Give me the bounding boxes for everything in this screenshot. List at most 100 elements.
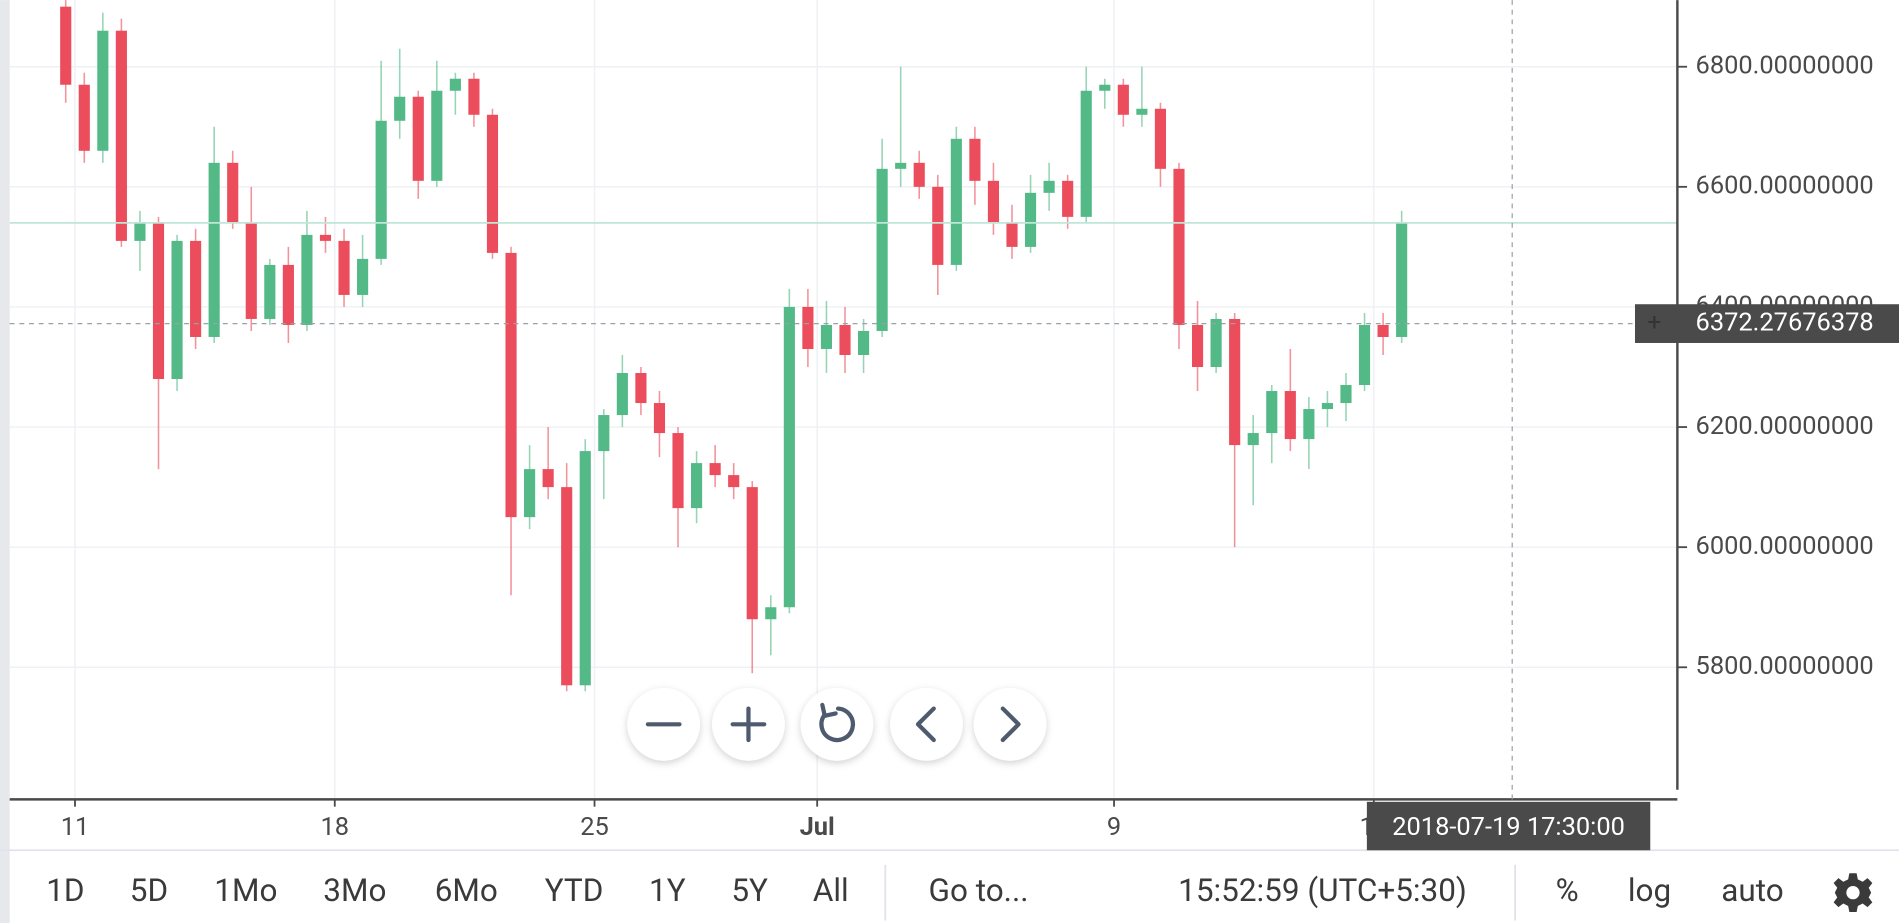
candle-body: [691, 463, 703, 509]
candle-body: [709, 463, 721, 476]
candle-body: [468, 78, 480, 115]
left-edge: [0, 0, 10, 923]
axes: 5800.00000000 6000.00000000 6200.00000000 6…: [61, 50, 1874, 842]
candle-body: [505, 252, 517, 518]
candle-body: [1210, 318, 1222, 368]
candle-body: [412, 96, 424, 181]
candle-body: [820, 324, 833, 349]
candle-body: [1229, 318, 1241, 446]
x-tick-label: Jul: [800, 812, 835, 842]
candle-body: [394, 96, 406, 121]
candle-body: [319, 234, 332, 241]
candle-body: [486, 114, 499, 253]
candle-body: [765, 607, 777, 620]
range-button[interactable]: 1Mo: [214, 872, 277, 909]
plot: [9, 0, 1678, 692]
candle-body: [1303, 409, 1315, 440]
candle-body: [152, 222, 165, 380]
candle-body: [1284, 391, 1296, 440]
settings-button[interactable]: [1833, 873, 1873, 913]
candle-body: [1099, 84, 1111, 91]
y-tick-label: 6600.00000000: [1696, 171, 1874, 201]
candle-body: [579, 451, 591, 686]
goto-button[interactable]: Go to...: [929, 872, 1029, 909]
candle-body: [301, 234, 313, 325]
candle-body: [134, 222, 146, 241]
y-tick-label: 6800.00000000: [1696, 50, 1874, 80]
x-tick-label: 9: [1107, 812, 1121, 842]
candle-body: [895, 162, 907, 169]
candle-body: [357, 258, 369, 295]
candle-body: [1377, 324, 1389, 337]
candle-body: [431, 90, 443, 181]
candle-body: [950, 138, 962, 265]
candle-body: [1117, 84, 1129, 115]
candle-body: [60, 6, 72, 85]
candle-body: [449, 78, 461, 91]
crosshair-time-box: [1366, 801, 1651, 851]
candle-body: [858, 330, 870, 355]
range-button[interactable]: 1D: [46, 872, 84, 909]
range-button[interactable]: 1Y: [649, 872, 686, 909]
candle-body: [1136, 108, 1148, 115]
candle-body: [672, 433, 684, 509]
candle-body: [115, 30, 127, 241]
scroll-left-button[interactable]: [890, 687, 963, 761]
range-button[interactable]: All: [813, 872, 849, 909]
zoom-controls: [627, 687, 1047, 761]
clock: 15:52:59 (UTC+5:30): [1178, 872, 1467, 909]
candle-body: [616, 373, 628, 416]
candle-body: [1247, 433, 1259, 446]
range-button[interactable]: 3Mo: [323, 872, 386, 909]
range-button[interactable]: 5Y: [731, 872, 768, 909]
candle-body: [1173, 168, 1185, 325]
option-button[interactable]: log: [1628, 872, 1671, 909]
candle-body: [542, 469, 554, 488]
candle-body: [245, 222, 257, 319]
candle-body: [839, 324, 851, 355]
crosshair-plus: +: [1647, 308, 1661, 336]
candle-body: [208, 162, 220, 337]
x-tick-label: 25: [580, 812, 609, 842]
candle-body: [1266, 391, 1278, 434]
range-button[interactable]: 5D: [130, 872, 168, 909]
reset-button[interactable]: [800, 687, 874, 761]
crosshair-price-box: [1634, 304, 1899, 343]
candle-body: [78, 84, 90, 151]
candle-body: [1043, 180, 1055, 193]
zoom-in-button[interactable]: [712, 687, 785, 761]
candle-body: [635, 373, 647, 404]
x-tick-label: 18: [320, 812, 349, 842]
candle-body: [190, 240, 202, 337]
candle-body: [653, 403, 666, 434]
y-tick-label: 6200.00000000: [1696, 411, 1874, 441]
crosshair-time-label: 2018-07-19 17:30:00: [1392, 812, 1625, 842]
candle-body: [97, 30, 109, 151]
candle-body: [1062, 180, 1074, 217]
range-button[interactable]: 6Mo: [435, 872, 498, 909]
option-button[interactable]: auto: [1721, 872, 1783, 909]
candle-body: [1080, 90, 1092, 217]
candle-body: [1358, 324, 1371, 386]
x-tick-label: 11: [61, 812, 90, 842]
candle-body: [598, 415, 610, 452]
toolbar: Go to... 15:52:59 (UTC+5:30) 1D 5D 1Mo 3Mo 6…: [46, 864, 1873, 921]
candle-body: [1396, 222, 1408, 337]
candle-body: [1154, 108, 1167, 169]
candle-body: [524, 469, 536, 518]
candle-body: [802, 306, 814, 349]
candle-body: [1191, 324, 1204, 368]
range-button[interactable]: YTD: [545, 872, 604, 909]
candle-body: [728, 475, 740, 488]
scroll-right-button[interactable]: [973, 687, 1047, 761]
candle-body: [1340, 385, 1352, 404]
candle-body: [913, 162, 925, 187]
zoom-out-button[interactable]: [627, 687, 701, 761]
candle-body: [375, 120, 387, 259]
option-button[interactable]: %: [1556, 872, 1579, 909]
candle-body: [338, 240, 350, 295]
candle-body: [264, 264, 276, 319]
candle-body: [783, 306, 795, 608]
